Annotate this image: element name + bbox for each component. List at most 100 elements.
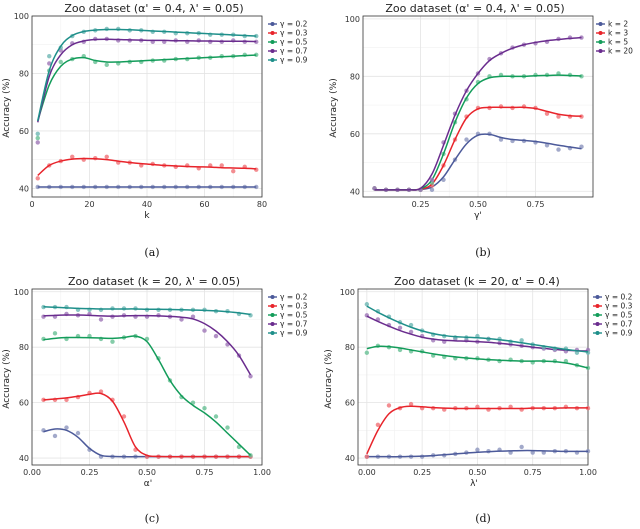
fit-line <box>366 449 588 458</box>
data-point <box>375 422 381 428</box>
plot-frame <box>362 15 594 198</box>
caption-d: (d) <box>475 512 491 525</box>
legend-label: γ = 0.7 <box>605 320 633 329</box>
data-point <box>70 154 75 159</box>
x-tick-label: 60 <box>199 200 209 209</box>
data-point <box>386 403 392 408</box>
data-point <box>231 168 236 174</box>
data-point <box>254 52 259 57</box>
legend-c: γ = 0.2γ = 0.3γ = 0.5γ = 0.7γ = 0.9 <box>268 293 308 338</box>
data-point <box>408 401 414 407</box>
fit-line <box>37 28 257 122</box>
legend-swatch-dot <box>270 49 275 53</box>
series-gamma_0.2 <box>35 184 259 190</box>
legend-swatch-dot <box>270 313 275 317</box>
x-tick-label: 40 <box>142 200 152 209</box>
title-d: Zoo dataset (k = 20, α' = 0.4) <box>394 275 560 288</box>
panel-b: Zoo dataset (α' = 0.4, λ' = 0.05) 40 60 80… <box>329 2 633 259</box>
legend-label: γ = 0.2 <box>280 20 308 29</box>
fit-line <box>366 315 589 352</box>
data-point <box>52 433 58 439</box>
series-gamma_0.3 <box>41 389 253 459</box>
xlabel-d: λ' <box>470 479 478 489</box>
y-tick-label: 40 <box>19 454 29 463</box>
data-point <box>556 147 561 152</box>
data-point <box>364 350 370 355</box>
data-point <box>52 331 58 336</box>
y-tick-label: 100 <box>345 15 360 24</box>
legend-swatch-dot <box>270 295 275 299</box>
plot-area-d: 40 60 80 100 0.00 0.25 0.50 0.75 1.00 <box>340 288 597 477</box>
plot-frame <box>357 288 589 466</box>
data-point <box>75 430 81 436</box>
legend-label: γ = 0.9 <box>280 329 308 338</box>
legend-label: γ = 0.5 <box>280 38 308 47</box>
series-gamma_0.5 <box>364 343 591 371</box>
xlabel-c: α' <box>144 479 152 489</box>
data-point <box>104 62 109 68</box>
x-tick-label: 20 <box>84 200 94 209</box>
x-tick-label: 0.25 <box>412 200 430 209</box>
y-tick-label: 40 <box>19 184 29 193</box>
fit-line <box>374 36 582 191</box>
data-point <box>202 328 207 333</box>
data-point <box>190 314 196 319</box>
legend-swatch-dot <box>270 58 275 62</box>
ylabel-b: Accuracy (%) <box>329 78 339 138</box>
x-tick-label: 0.00 <box>23 468 41 477</box>
data-point <box>429 187 435 193</box>
x-tick-label: 0.00 <box>358 468 376 477</box>
y-tick-label: 60 <box>19 399 29 408</box>
y-tick-label: 100 <box>14 288 29 297</box>
data-point <box>556 114 561 119</box>
y-tick-label: 80 <box>345 343 355 352</box>
data-point <box>364 454 370 459</box>
fit-line <box>37 157 257 177</box>
legend-label: γ = 0.9 <box>605 329 633 338</box>
legend-label: γ = 0.7 <box>280 47 308 56</box>
plot-background <box>358 289 588 465</box>
data-point <box>254 39 259 45</box>
y-tick-label: 40 <box>350 187 360 196</box>
data-point <box>213 333 219 339</box>
x-tick-label: 1.00 <box>579 468 597 477</box>
data-point <box>519 444 524 450</box>
x-tick-label: 0.25 <box>413 468 431 477</box>
data-point <box>530 450 535 455</box>
data-point <box>579 74 584 79</box>
legend-d: γ = 0.2γ = 0.3γ = 0.5γ = 0.7γ = 0.9 <box>593 293 633 338</box>
series-gamma_0.3 <box>35 154 259 181</box>
x-tick-label: 0.50 <box>469 468 487 477</box>
legend-swatch-dot <box>270 322 275 326</box>
x-tick-label: 0.25 <box>81 468 99 477</box>
legend-swatch-dot <box>270 304 275 308</box>
data-point <box>519 338 524 343</box>
legend-label: γ = 0.2 <box>280 293 308 302</box>
xlabel-a: k <box>144 211 150 221</box>
panel-a: Zoo dataset (α' = 0.4, λ' = 0.05) 40 60 80… <box>2 2 308 259</box>
ylabel-c: Accuracy (%) <box>2 349 12 409</box>
title-b: Zoo dataset (α' = 0.4, λ' = 0.05) <box>385 2 564 15</box>
data-point <box>544 111 550 116</box>
legend-swatch-dot <box>598 22 603 26</box>
data-point <box>58 59 63 65</box>
legend-swatch-dot <box>595 313 600 317</box>
data-point <box>35 135 40 141</box>
series-gamma_0.9 <box>364 302 591 355</box>
caption-c: (c) <box>145 512 160 525</box>
fit-line <box>37 54 257 122</box>
plot-area-b: 40 60 80 100 0.25 0.50 0.75 <box>345 15 594 209</box>
data-point <box>47 54 52 59</box>
data-point <box>579 114 584 119</box>
legend-label: γ = 0.5 <box>605 311 633 320</box>
y-tick-label: 60 <box>350 130 360 139</box>
x-tick-label: 1.00 <box>253 468 271 477</box>
y-tick-label: 40 <box>345 454 355 463</box>
panel-c: Zoo dataset (k = 20, λ' = 0.05) 40 60 80 10… <box>2 275 308 525</box>
series-gamma_0.9 <box>35 26 259 136</box>
legend-swatch-dot <box>270 40 275 44</box>
legend-swatch-dot <box>270 31 275 35</box>
caption-b: (b) <box>475 246 491 259</box>
data-point <box>35 140 40 145</box>
x-tick-label: 0.50 <box>469 200 487 209</box>
